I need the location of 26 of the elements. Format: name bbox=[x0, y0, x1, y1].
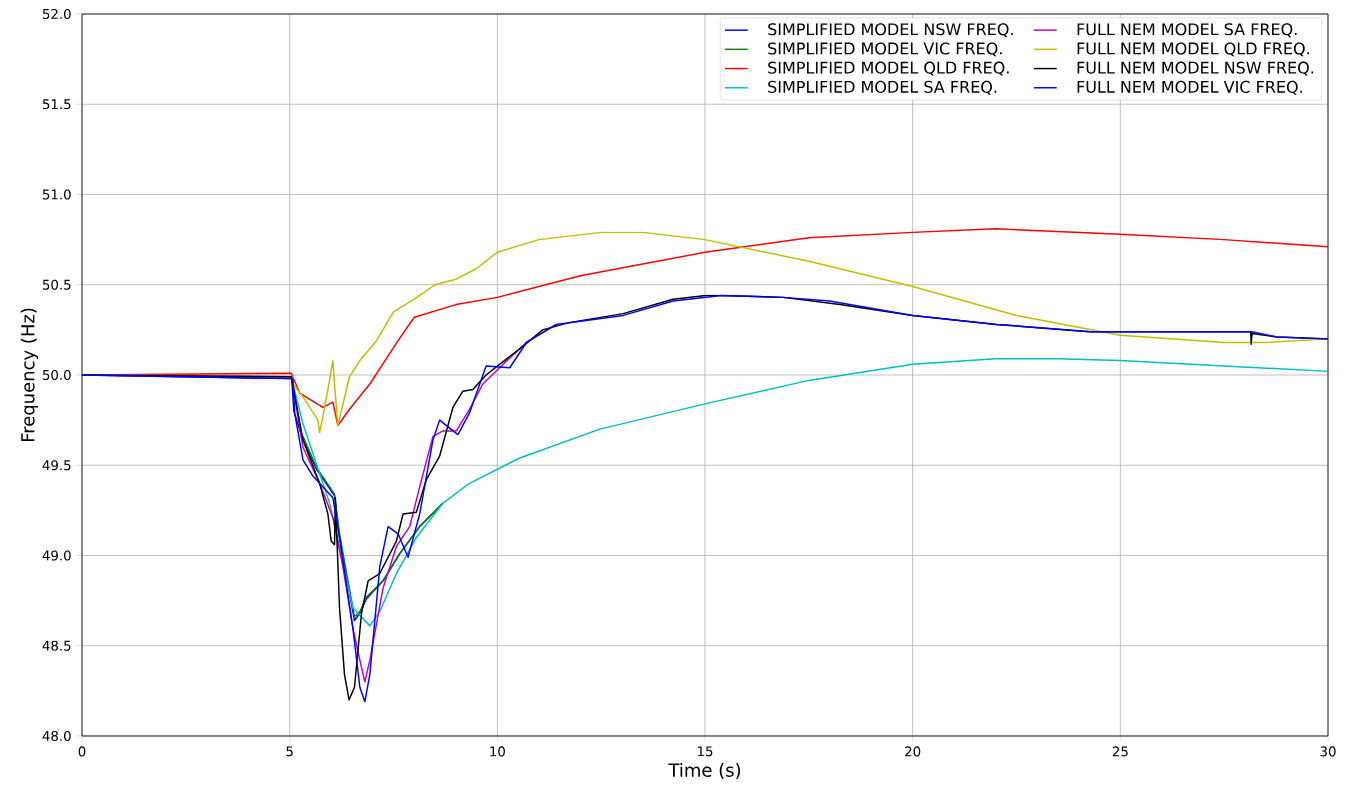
x-tick-label: 25 bbox=[1112, 746, 1128, 757]
y-tick-label: 51.0 bbox=[42, 189, 71, 200]
x-tick-label: 5 bbox=[286, 746, 293, 757]
y-tick-label: 52.0 bbox=[42, 8, 71, 20]
legend-label: FULL NEM MODEL NSW FREQ. bbox=[1077, 61, 1314, 76]
x-axis-title: Time (s) bbox=[668, 762, 741, 780]
y-tick-label: 50.0 bbox=[42, 369, 71, 381]
x-tick-label: 20 bbox=[905, 746, 921, 757]
legend-label: SIMPLIFIED MODEL SA FREQ. bbox=[768, 80, 997, 95]
legend-label: FULL NEM MODEL QLD FREQ. bbox=[1077, 42, 1309, 57]
x-tick-label: 0 bbox=[78, 746, 86, 757]
x-tick-label: 10 bbox=[490, 746, 505, 757]
y-tick-label: 51.5 bbox=[42, 99, 71, 110]
legend-label: SIMPLIFIED MODEL VIC FREQ. bbox=[768, 42, 1002, 57]
y-tick-label: 48.5 bbox=[42, 640, 71, 651]
legend-label: SIMPLIFIED MODEL NSW FREQ. bbox=[768, 23, 1013, 38]
x-tick-label: 15 bbox=[697, 746, 713, 757]
legend-label: SIMPLIFIED MODEL QLD FREQ. bbox=[768, 61, 1009, 76]
legend-label: FULL NEM MODEL VIC FREQ. bbox=[1077, 80, 1302, 95]
x-tick-label: 30 bbox=[1320, 746, 1336, 757]
y-tick-label: 48.0 bbox=[42, 730, 71, 742]
y-tick-label: 49.0 bbox=[42, 550, 71, 561]
y-axis-title: Frequency (Hz) bbox=[20, 308, 39, 442]
y-tick-label: 49.5 bbox=[42, 460, 71, 471]
legend-label: FULL NEM MODEL SA FREQ. bbox=[1077, 23, 1297, 38]
y-tick-label: 50.5 bbox=[42, 279, 71, 290]
